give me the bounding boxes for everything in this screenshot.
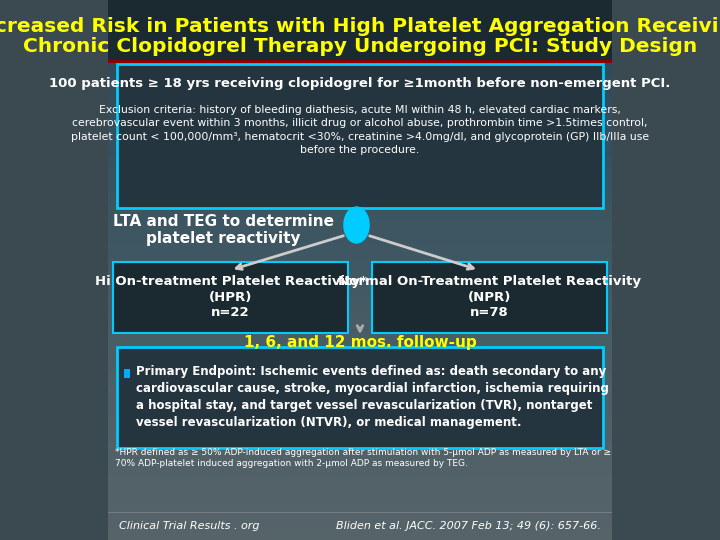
Text: Chronic Clopidogrel Therapy Undergoing PCI: Study Design: Chronic Clopidogrel Therapy Undergoing P… — [23, 37, 697, 57]
Text: Hi On-treatment Platelet Reactivity*
(HPR)
n=22: Hi On-treatment Platelet Reactivity* (HP… — [94, 275, 366, 319]
Text: Clinical Trial Results . org: Clinical Trial Results . org — [119, 521, 259, 531]
Text: LTA and TEG to determine
platelet reactivity: LTA and TEG to determine platelet reacti… — [113, 214, 334, 246]
FancyBboxPatch shape — [117, 347, 603, 448]
Text: *HPR defined as ≥ 50% ADP-induced aggregation after stimulation with 5-μmol ADP : *HPR defined as ≥ 50% ADP-induced aggreg… — [115, 448, 611, 468]
FancyBboxPatch shape — [372, 262, 607, 333]
Text: 100 patients ≥ 18 yrs receiving clopidogrel for ≥1month before non-emergent PCI.: 100 patients ≥ 18 yrs receiving clopidog… — [49, 78, 671, 91]
Bar — [124, 369, 130, 378]
Text: Normal On-Treatment Platelet Reactivity
(NPR)
n=78: Normal On-Treatment Platelet Reactivity … — [338, 275, 641, 319]
Bar — [108, 60, 612, 63]
Circle shape — [344, 207, 369, 243]
Text: Primary Endpoint: Ischemic events defined as: death secondary to any
cardiovascu: Primary Endpoint: Ischemic events define… — [136, 365, 609, 429]
Text: Exclusion criteria: history of bleeding diathesis, acute MI within 48 h, elevate: Exclusion criteria: history of bleeding … — [71, 105, 649, 155]
FancyBboxPatch shape — [117, 64, 603, 208]
Text: Bliden et al. JACC. 2007 Feb 13; 49 (6): 657-66.: Bliden et al. JACC. 2007 Feb 13; 49 (6):… — [336, 521, 601, 531]
Text: Increased Risk in Patients with High Platelet Aggregation Receiving: Increased Risk in Patients with High Pla… — [0, 17, 720, 37]
FancyBboxPatch shape — [113, 262, 348, 333]
FancyBboxPatch shape — [108, 0, 612, 60]
Text: 1, 6, and 12 mos. follow-up: 1, 6, and 12 mos. follow-up — [243, 334, 477, 349]
